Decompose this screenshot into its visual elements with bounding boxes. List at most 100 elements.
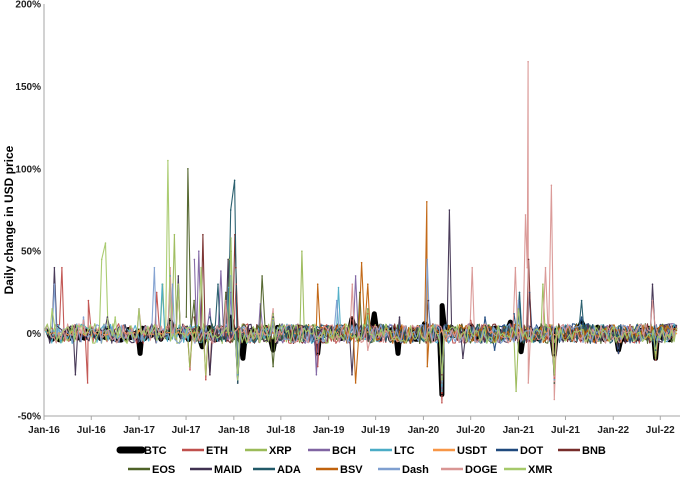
x-tick-label: Jan-20	[408, 425, 440, 436]
data-point-doge	[550, 184, 553, 187]
x-tick-label: Jul-17	[172, 425, 201, 436]
series-line-dash	[44, 258, 677, 384]
data-point-maid	[74, 374, 77, 376]
data-point-eth	[51, 327, 53, 330]
data-point-dot	[513, 313, 515, 315]
series-line-bch	[193, 250, 677, 389]
legend-label: BSV	[340, 464, 363, 476]
data-point-dot	[580, 316, 583, 318]
data-point-dash	[426, 258, 429, 261]
data-point-eth	[205, 378, 207, 381]
data-point-maid	[675, 324, 678, 327]
data-point-xmr	[44, 327, 46, 330]
data-point-eos	[185, 316, 188, 318]
data-point-maid	[351, 374, 353, 376]
data-point-xrp	[327, 326, 330, 328]
data-point-bch	[229, 291, 232, 294]
data-point-eos	[193, 299, 195, 302]
data-point-btc	[441, 393, 443, 396]
data-point-eos	[187, 168, 189, 170]
data-point-bsv	[426, 365, 429, 368]
data-point-btc	[242, 357, 244, 360]
data-point-btc	[469, 324, 472, 327]
data-point-xmr	[553, 374, 556, 376]
data-point-bch	[198, 250, 200, 252]
data-point-bnb	[193, 316, 195, 318]
data-point-xrp	[542, 283, 544, 286]
y-tick-label: 0%	[27, 329, 42, 340]
data-point-btc	[74, 326, 77, 328]
x-tick-label: Jan-21	[503, 425, 535, 436]
legend-label: XMR	[528, 464, 553, 476]
data-point-ltc	[553, 378, 556, 381]
data-point-doge	[524, 214, 527, 216]
data-point-usdt	[517, 332, 520, 334]
data-point-bsv	[315, 324, 318, 327]
data-point-bnb	[235, 266, 237, 269]
data-point-dash	[441, 382, 443, 384]
data-point-usdt	[307, 324, 310, 327]
data-point-bch	[441, 387, 443, 389]
data-point-btc	[441, 304, 443, 307]
data-point-eth	[675, 326, 678, 328]
legend-item-btc: BTC	[116, 445, 167, 457]
data-point-eos	[272, 365, 274, 368]
data-point-btc	[397, 352, 399, 355]
legend-label: Dash	[402, 464, 429, 476]
series-line-bsv	[315, 201, 677, 384]
data-point-xmr	[517, 308, 520, 310]
data-point-xmr	[205, 374, 207, 376]
data-point-ada	[236, 382, 239, 384]
data-point-xmr	[51, 308, 53, 310]
data-point-maid	[177, 275, 180, 277]
legend-label: ADA	[277, 464, 301, 476]
data-point-maid	[448, 209, 451, 211]
data-point-bsv	[675, 329, 678, 332]
data-point-btc	[316, 352, 319, 355]
data-point-ada	[272, 316, 274, 318]
data-point-doge	[169, 266, 171, 269]
data-point-bnb	[234, 233, 236, 236]
data-point-doge	[527, 60, 529, 63]
x-tick-label: Jul-20	[456, 425, 485, 436]
data-point-maid	[106, 316, 109, 318]
data-point-btc	[520, 350, 522, 353]
x-tick-label: Jan-16	[28, 425, 60, 436]
data-point-btc	[46, 329, 49, 332]
data-point-maid	[651, 283, 654, 286]
series-line-bnb	[193, 234, 677, 376]
data-point-btc	[617, 349, 620, 351]
data-point-xrp	[173, 233, 176, 236]
data-point-bch	[209, 308, 211, 310]
data-point-btc	[373, 313, 376, 315]
legend-item-xrp: XRP	[245, 445, 292, 457]
data-point-xmr	[177, 283, 180, 286]
x-tick-label: Jul-16	[77, 425, 106, 436]
legend-item-bnb: BNB	[558, 445, 606, 457]
legend: BTC ETH XRP BCH LTC USDT DOT BNB EOS MAID ADA BSV Da…	[116, 445, 606, 476]
data-point-xmr	[138, 308, 140, 310]
data-point-dash	[272, 319, 274, 322]
x-tick-label: Jan-17	[123, 425, 155, 436]
x-tick-label: Jul-22	[646, 425, 675, 436]
data-point-usdt	[236, 327, 239, 330]
legend-label: DOT	[520, 445, 544, 457]
data-point-xmr	[100, 258, 103, 261]
axes: -50% 0% 50% 100% 150% 200% Jan-16 Jul-16 Jan-17 J…	[15, 0, 680, 436]
legend-item-ltc: LTC	[370, 445, 415, 457]
y-tick-label: -50%	[18, 412, 41, 423]
data-point-doge	[651, 299, 654, 302]
data-point-bch	[220, 270, 222, 272]
data-point-bch	[390, 324, 393, 327]
data-point-btc	[553, 354, 556, 356]
data-point-ada	[229, 209, 232, 211]
data-point-bch	[259, 303, 262, 305]
y-tick-label: 100%	[15, 164, 41, 175]
legend-label: DOGE	[465, 464, 497, 476]
data-point-bnb	[441, 374, 443, 376]
data-point-doge	[82, 319, 85, 322]
data-point-dash	[53, 283, 56, 286]
plot-area	[44, 60, 678, 404]
legend-label: XRP	[269, 445, 292, 457]
data-point-btc	[509, 321, 512, 323]
